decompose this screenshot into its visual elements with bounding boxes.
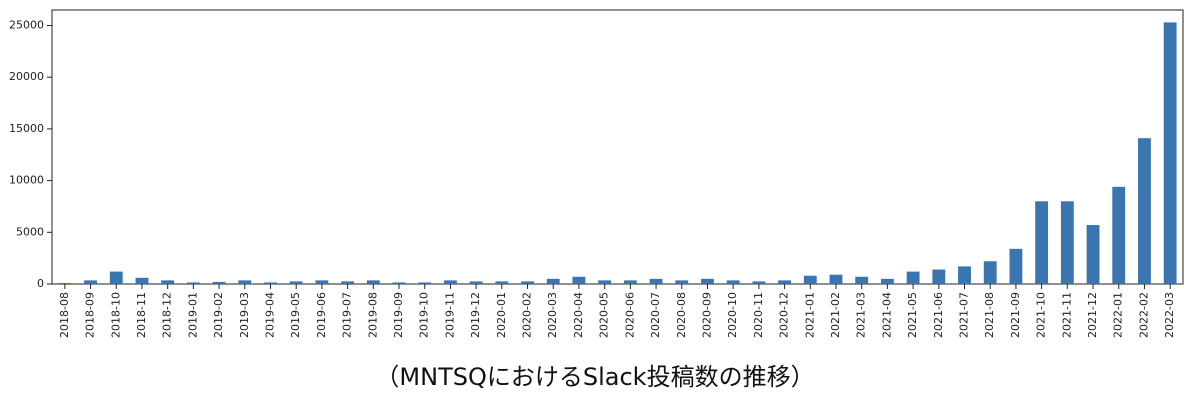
bar bbox=[212, 281, 226, 284]
x-tick-label: 2021-05 bbox=[906, 292, 919, 338]
bar bbox=[1112, 186, 1126, 284]
x-tick-label: 2019-02 bbox=[212, 292, 225, 338]
bar bbox=[161, 280, 175, 284]
bar bbox=[315, 280, 329, 284]
chart-caption: （MNTSQにおけるSlack投稿数の推移） bbox=[375, 363, 814, 391]
x-tick-label: 2022-01 bbox=[1112, 292, 1125, 338]
x-tick-label: 2021-07 bbox=[958, 292, 971, 338]
bar bbox=[598, 280, 612, 284]
bar bbox=[855, 276, 869, 284]
x-tick-label: 2021-12 bbox=[1086, 292, 1099, 338]
bar bbox=[341, 281, 355, 284]
x-tick-label: 2021-09 bbox=[1009, 292, 1022, 338]
bar bbox=[649, 278, 663, 284]
x-tick-label: 2019-03 bbox=[238, 292, 251, 338]
bar bbox=[238, 280, 252, 284]
x-tick-label: 2019-08 bbox=[366, 292, 379, 338]
bar bbox=[726, 280, 740, 284]
x-tick-label: 2019-06 bbox=[315, 292, 328, 338]
x-tick-label: 2019-05 bbox=[289, 292, 302, 338]
bar bbox=[495, 281, 509, 284]
x-tick-label: 2019-01 bbox=[186, 292, 199, 338]
bar bbox=[1060, 201, 1074, 284]
bar bbox=[701, 278, 714, 284]
x-tick-label: 2020-09 bbox=[700, 292, 713, 338]
x-tick-label: 2018-11 bbox=[135, 292, 148, 338]
x-tick-label: 2020-02 bbox=[521, 292, 534, 338]
bar bbox=[1163, 22, 1177, 285]
bar bbox=[392, 282, 406, 284]
bar bbox=[829, 274, 843, 284]
bar bbox=[983, 261, 997, 284]
x-tick-label: 2018-12 bbox=[161, 292, 174, 338]
x-tick-label: 2019-04 bbox=[263, 292, 276, 338]
bar bbox=[675, 280, 689, 284]
x-tick-label: 2022-03 bbox=[1163, 292, 1176, 338]
x-tick-label: 2020-05 bbox=[598, 292, 611, 338]
y-tick-label: 25000 bbox=[9, 19, 44, 32]
bar bbox=[289, 281, 303, 284]
x-tick-label: 2019-11 bbox=[443, 292, 456, 338]
bar bbox=[572, 276, 586, 284]
x-tick-label: 2018-10 bbox=[109, 292, 122, 338]
bar bbox=[186, 282, 200, 284]
x-tick-label: 2020-03 bbox=[546, 292, 559, 338]
x-tick-label: 2021-04 bbox=[880, 292, 893, 338]
bar bbox=[880, 278, 894, 284]
x-tick-label: 2018-08 bbox=[58, 292, 71, 338]
bar bbox=[264, 282, 277, 284]
bar bbox=[958, 266, 971, 284]
x-tick-label: 2021-06 bbox=[932, 292, 945, 338]
x-tick-label: 2020-08 bbox=[675, 292, 688, 338]
bar bbox=[1086, 225, 1100, 284]
x-tick-label: 2020-11 bbox=[752, 292, 765, 338]
x-tick-label: 2020-10 bbox=[726, 292, 739, 338]
bar bbox=[58, 282, 72, 284]
bar bbox=[932, 269, 946, 284]
y-tick-label: 0 bbox=[37, 277, 44, 290]
x-tick-label: 2019-07 bbox=[341, 292, 354, 338]
y-tick-label: 15000 bbox=[9, 122, 44, 135]
x-tick-label: 2020-01 bbox=[495, 292, 508, 338]
bar bbox=[803, 275, 817, 284]
bar bbox=[1035, 201, 1049, 284]
bar bbox=[366, 280, 380, 284]
x-tick-label: 2022-02 bbox=[1137, 292, 1150, 338]
x-tick-label: 2021-02 bbox=[829, 292, 842, 338]
bar bbox=[546, 278, 560, 284]
bar bbox=[135, 277, 149, 284]
x-tick-label: 2019-12 bbox=[469, 292, 482, 338]
x-tick-label: 2020-04 bbox=[572, 292, 585, 338]
x-tick-label: 2021-11 bbox=[1060, 292, 1073, 338]
x-tick-label: 2020-12 bbox=[778, 292, 791, 338]
bar bbox=[84, 280, 97, 284]
bar bbox=[521, 281, 534, 284]
bar bbox=[778, 280, 792, 284]
x-tick-label: 2021-03 bbox=[855, 292, 868, 338]
bar bbox=[418, 282, 432, 284]
y-tick-label: 20000 bbox=[9, 70, 44, 83]
y-tick-label: 5000 bbox=[16, 225, 44, 238]
bar bbox=[752, 281, 766, 284]
x-tick-label: 2019-09 bbox=[392, 292, 405, 338]
bar bbox=[1138, 138, 1151, 284]
plot-frame bbox=[51, 9, 1184, 285]
x-tick-label: 2021-10 bbox=[1035, 292, 1048, 338]
x-tick-label: 2020-07 bbox=[649, 292, 662, 338]
x-tick-label: 2021-01 bbox=[803, 292, 816, 338]
x-tick-label: 2020-06 bbox=[623, 292, 636, 338]
y-tick-label: 10000 bbox=[9, 174, 44, 187]
x-tick-label: 2018-09 bbox=[84, 292, 97, 338]
bar bbox=[469, 281, 483, 284]
bar bbox=[1009, 248, 1023, 284]
bar bbox=[906, 271, 920, 284]
x-tick-label: 2019-10 bbox=[418, 292, 431, 338]
bar bbox=[443, 280, 457, 284]
x-tick-label: 2021-08 bbox=[983, 292, 996, 338]
bar bbox=[623, 280, 637, 284]
bar bbox=[109, 271, 123, 284]
